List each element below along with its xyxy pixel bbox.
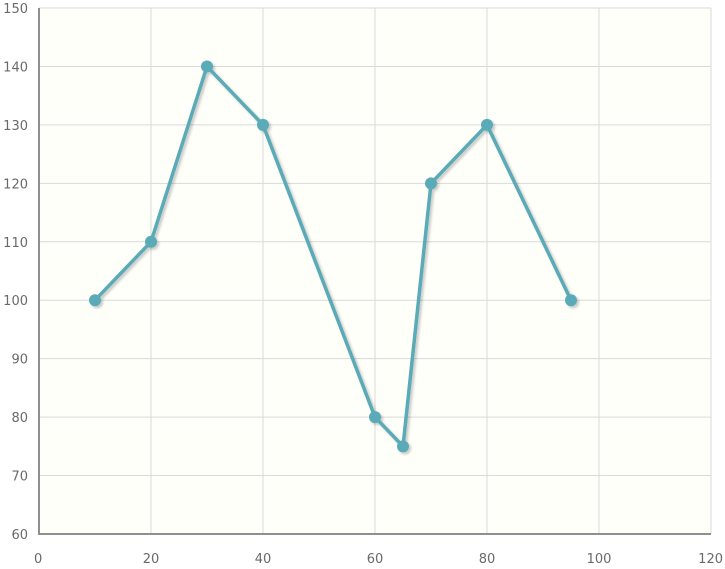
x-tick-label: 120 — [698, 552, 723, 567]
y-tick-label: 90 — [11, 353, 28, 368]
tick-labels: 0 20 40 60 80 100 120 60 70 80 90 100 110 120 130 140 15… — [3, 2, 723, 567]
y-tick-label: 130 — [3, 119, 28, 134]
x-tick-label: 80 — [479, 552, 496, 567]
y-tick-label: 110 — [3, 236, 28, 251]
x-tick-label: 100 — [587, 552, 612, 567]
x-tick-label: 0 — [34, 552, 42, 567]
y-tick-label: 80 — [11, 411, 28, 426]
data-point[interactable] — [397, 440, 409, 453]
y-tick-label: 60 — [11, 528, 28, 543]
series — [89, 60, 577, 453]
data-point[interactable] — [145, 235, 157, 248]
data-point[interactable] — [89, 294, 101, 307]
x-tick-label: 40 — [255, 552, 272, 567]
data-point[interactable] — [201, 60, 213, 73]
x-tick-label: 20 — [143, 552, 160, 567]
y-tick-label: 150 — [3, 2, 28, 17]
data-point[interactable] — [481, 118, 493, 131]
x-tick-label: 60 — [367, 552, 384, 567]
axes — [38, 8, 711, 535]
data-point[interactable] — [425, 177, 437, 190]
data-point[interactable] — [257, 118, 269, 131]
y-tick-label: 120 — [3, 177, 28, 192]
data-point[interactable] — [369, 411, 381, 424]
series-layer — [89, 60, 577, 453]
data-point[interactable] — [565, 294, 577, 307]
y-tick-label: 70 — [11, 470, 28, 485]
y-tick-label: 140 — [3, 60, 28, 75]
y-tick-label: 100 — [3, 294, 28, 309]
gridlines — [39, 7, 712, 534]
